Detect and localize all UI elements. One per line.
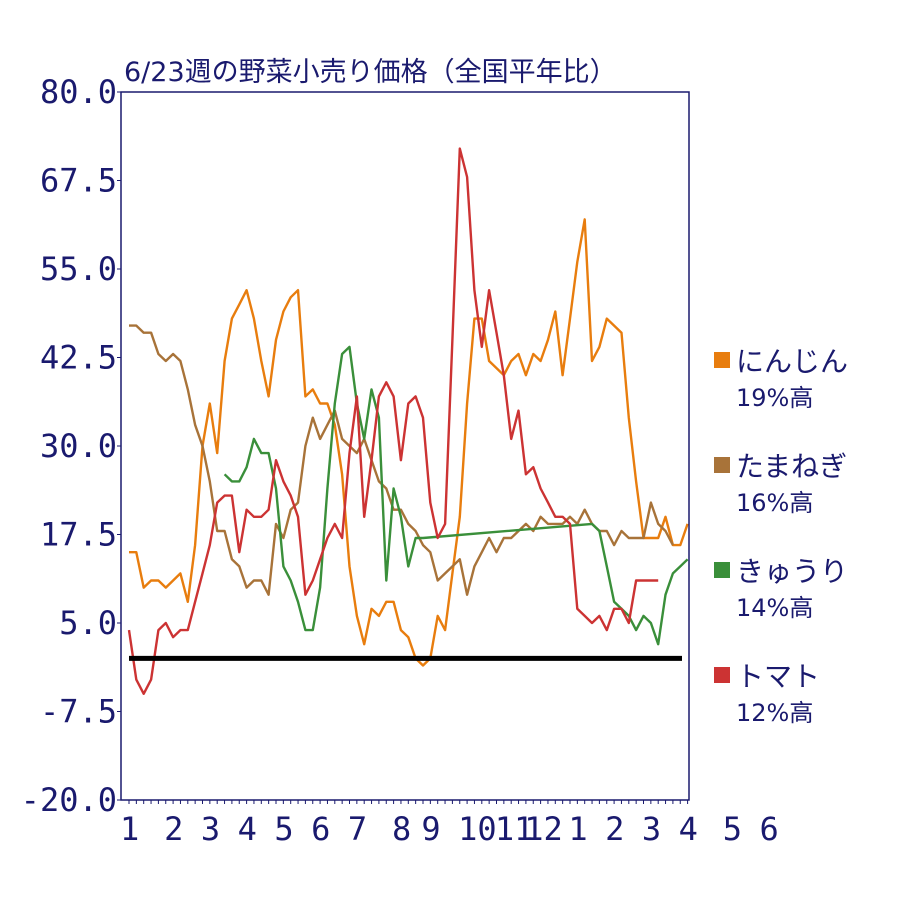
x-tick-label: 2 [605,810,624,848]
x-tick-label: 3 [642,810,661,848]
x-tick-label: 4 [679,810,698,848]
x-tick-label: 4 [238,810,257,848]
legend-item-cucumber: きゅうり 14%高 [712,548,892,653]
y-tick-label: 80.0 [40,73,117,111]
legend-name-cucumber: きゅうり [736,555,849,588]
x-tick-label: 10 [458,810,497,848]
x-tick-label: 1 [568,810,587,848]
x-tick-label: 11 [495,810,534,848]
y-tick-label: -7.5 [40,693,117,731]
legend-swatch-tomato [714,667,730,683]
x-tick-label: 6 [759,810,778,848]
series-lines [127,147,689,695]
x-tick-label: 9 [421,810,440,848]
legend-item-tomato: トマト 12%高 [712,653,892,758]
legend-swatch-cucumber [714,562,730,578]
series-line-0 [129,218,689,667]
legend-value-carrot: 19%高 [736,384,814,412]
y-tick-label: 30.0 [40,427,117,465]
legend: にんじん 19%高 たまねぎ 16%高 きゅうり 14%高 トマト 12%高 [712,338,892,758]
legend-swatch-onion [714,457,730,473]
y-axis-ticks: 80.0 67.5 55.0 42.5 30.0 17.5 5.0 -7.5 -20.0 [21,73,121,819]
y-tick-label: -20.0 [21,781,117,819]
legend-name-onion: たまねぎ [736,450,848,483]
y-tick-label: 17.5 [40,516,117,554]
chart-title: 6/23週の野菜小売り価格（全国平年比） [124,57,617,88]
y-tick-label: 55.0 [40,250,117,288]
x-tick-label: 12 [524,810,563,848]
x-tick-label: 5 [723,810,742,848]
legend-name-carrot: にんじん [736,345,849,378]
legend-name-tomato: トマト [736,660,821,693]
x-tick-label: 6 [311,810,330,848]
x-tick-label: 1 [120,810,139,848]
x-tick-label: 5 [274,810,293,848]
x-tick-label: 2 [164,810,183,848]
y-tick-label: 5.0 [59,604,117,642]
y-tick-label: 42.5 [40,339,117,377]
legend-swatch-carrot [714,352,730,368]
legend-value-cucumber: 14%高 [736,594,814,622]
legend-item-carrot: にんじん 19%高 [712,338,892,443]
x-tick-label: 7 [348,810,367,848]
legend-value-tomato: 12%高 [736,699,814,727]
x-tick-label: 3 [201,810,220,848]
series-line-3 [127,147,659,695]
legend-value-onion: 16%高 [736,489,814,517]
x-tick-label: 8 [392,810,411,848]
series-line-1 [129,324,674,596]
legend-item-onion: たまねぎ 16%高 [712,443,892,548]
series-line-2 [223,345,689,646]
y-tick-label: 67.5 [40,162,117,200]
plot-area-frame [120,91,690,801]
